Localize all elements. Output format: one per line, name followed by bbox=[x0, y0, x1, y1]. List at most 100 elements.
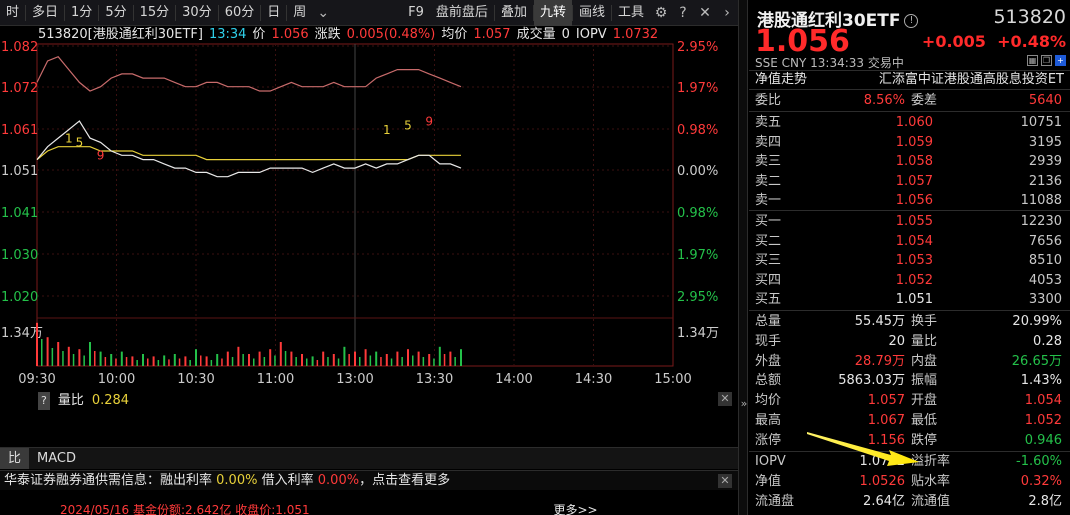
stat-label: 涨停 bbox=[755, 432, 782, 448]
volume-bar bbox=[460, 349, 462, 366]
fund-close: 收盘价:1.051 bbox=[235, 504, 310, 515]
ask-price: 1.057 bbox=[895, 173, 933, 189]
volume-bar bbox=[152, 356, 155, 366]
nav-trend-row[interactable]: 净值走势 汇添富中证港股通高股息投资ET bbox=[749, 70, 1070, 90]
nine-turn-label: 1 bbox=[383, 123, 391, 137]
stat-label-2: 开盘 bbox=[911, 393, 938, 409]
ask-volume: 11088 bbox=[1020, 193, 1062, 208]
bid-label: 买四 bbox=[755, 272, 782, 288]
arrow-annotation bbox=[807, 432, 919, 466]
add-icon[interactable]: + bbox=[1055, 55, 1066, 66]
indicator-tabs: 比 MACD bbox=[0, 447, 738, 469]
ask-price: 1.059 bbox=[895, 134, 933, 150]
stat-row: 涨停 1.156 跌停 0.946 bbox=[749, 431, 1070, 451]
more-link[interactable]: 更多>> bbox=[553, 504, 598, 515]
change-value: 0.005(0.48%) bbox=[346, 27, 436, 42]
ask-label: 卖四 bbox=[755, 134, 782, 150]
tab-macd[interactable]: MACD bbox=[37, 451, 76, 466]
period-day[interactable]: 日 bbox=[267, 4, 281, 20]
stat-value: 20 bbox=[888, 333, 905, 349]
volume-bar bbox=[163, 355, 166, 366]
overlay-button[interactable]: 叠加 bbox=[500, 4, 527, 20]
intraday-chart[interactable]: 1.082 2.95% 1.072 1.97% 1.061 0.98% 1.051 0.00%… bbox=[0, 26, 738, 392]
ratio-label: 量比 bbox=[57, 393, 84, 408]
fund-name: 港股通红利30ETF! bbox=[757, 6, 919, 31]
premarket-button[interactable]: 盘前盘后 bbox=[435, 4, 488, 20]
commission-diff: 5640 bbox=[1028, 93, 1062, 108]
x-tick-label: 14:00 bbox=[495, 372, 532, 387]
volume-bar bbox=[274, 355, 276, 366]
tab-ratio[interactable]: 比 bbox=[0, 448, 30, 469]
ask-price: 1.058 bbox=[895, 154, 933, 169]
right-tick-label: 0.00% bbox=[677, 164, 718, 179]
nine-turn-button[interactable]: 九转 bbox=[533, 0, 572, 26]
volume-bar bbox=[94, 351, 96, 366]
period-week[interactable]: 周 bbox=[293, 4, 307, 20]
ask-row[interactable]: 卖五 1.060 10751 bbox=[749, 113, 1070, 133]
period-time[interactable]: 时 bbox=[6, 4, 20, 20]
period-15min[interactable]: 15分 bbox=[139, 4, 170, 20]
volume-bar bbox=[115, 358, 117, 366]
help-badge[interactable]: ? bbox=[38, 392, 50, 410]
f9-button[interactable]: F9 bbox=[408, 4, 424, 20]
chevron-right-icon[interactable]: » bbox=[740, 397, 748, 410]
bid-price: 1.055 bbox=[895, 214, 933, 229]
info-icon[interactable]: ! bbox=[904, 14, 919, 28]
ask-volume: 10751 bbox=[1020, 115, 1062, 130]
period-5min[interactable]: 5分 bbox=[105, 4, 127, 20]
ask-row[interactable]: 卖四 1.059 3195 bbox=[749, 133, 1070, 153]
bid-row[interactable]: 买三 1.053 8510 bbox=[749, 251, 1070, 271]
volume-bar bbox=[422, 357, 425, 366]
price-label: 价 bbox=[252, 27, 266, 42]
gear-icon[interactable]: ⚙ bbox=[654, 4, 668, 21]
ask-row[interactable]: 卖一 1.056 11088 bbox=[749, 191, 1070, 211]
volume-bar bbox=[412, 355, 414, 366]
stat-label-2: 量比 bbox=[911, 333, 938, 349]
volume-bar bbox=[433, 358, 435, 366]
chevron-right-icon[interactable]: › bbox=[724, 4, 730, 21]
nav-trend-label[interactable]: 净值走势 bbox=[755, 72, 808, 87]
stat-row: 总量 55.45万 换手 20.99% bbox=[749, 312, 1070, 332]
ask-row[interactable]: 卖三 1.058 2939 bbox=[749, 152, 1070, 172]
bid-label: 买二 bbox=[755, 233, 782, 249]
extra-row: 流通盘 2.64亿 流通值 2.8亿 bbox=[749, 492, 1070, 512]
volume-bar bbox=[157, 360, 160, 366]
volume-bar bbox=[354, 351, 356, 366]
bid-row[interactable]: 买一 1.055 12230 bbox=[749, 212, 1070, 232]
help-icon[interactable]: ? bbox=[679, 4, 687, 21]
bid-volume: 4053 bbox=[1028, 272, 1062, 288]
bid-row[interactable]: 买二 1.054 7656 bbox=[749, 232, 1070, 252]
grid-icon[interactable]: ▦ bbox=[1027, 55, 1038, 66]
extra-label: 流通盘 bbox=[755, 494, 795, 509]
tools-button[interactable]: 工具 bbox=[617, 4, 644, 20]
price-value: 1.056 bbox=[271, 27, 309, 42]
period-multiday[interactable]: 多日 bbox=[32, 4, 59, 20]
extra-value-2: 0.32% bbox=[1020, 474, 1062, 489]
stat-label: 外盘 bbox=[755, 353, 782, 369]
margin-news-bar[interactable]: 华泰证券融券通供需信息：融出利率 0.00% 借入利率 0.00%，点击查看更多… bbox=[0, 470, 738, 490]
close-icon[interactable]: ✕ bbox=[699, 4, 711, 21]
period-60min[interactable]: 60分 bbox=[224, 4, 255, 20]
volume-bar bbox=[443, 354, 446, 366]
left-tick-label: 1.030 bbox=[1, 248, 38, 263]
chevron-down-icon[interactable]: ⌄ bbox=[317, 4, 330, 21]
bid-row[interactable]: 买四 1.052 4053 bbox=[749, 271, 1070, 291]
ask-label: 卖三 bbox=[755, 154, 782, 169]
news-text-2: 借入利率 bbox=[261, 473, 314, 488]
volume-label: 成交量 bbox=[516, 27, 556, 42]
close-icon[interactable]: ✕ bbox=[718, 474, 732, 488]
draw-line-button[interactable]: 画线 bbox=[578, 4, 605, 20]
copy-icon[interactable]: ❐ bbox=[1041, 55, 1052, 66]
volume-bar bbox=[104, 357, 107, 366]
bid-row[interactable]: 买五 1.051 3300 bbox=[749, 290, 1070, 310]
close-icon[interactable]: ✕ bbox=[718, 392, 732, 406]
period-1min[interactable]: 1分 bbox=[71, 4, 93, 20]
panel-collapse-strip[interactable]: » bbox=[738, 0, 748, 515]
bid-price: 1.051 bbox=[895, 292, 933, 307]
volume-bar bbox=[36, 322, 38, 366]
period-30min[interactable]: 30分 bbox=[182, 4, 212, 20]
cursor-time: 13:34 bbox=[208, 27, 247, 42]
bid-price: 1.053 bbox=[895, 253, 933, 268]
stat-label-2: 换手 bbox=[911, 314, 938, 329]
ask-row[interactable]: 卖二 1.057 2136 bbox=[749, 172, 1070, 192]
